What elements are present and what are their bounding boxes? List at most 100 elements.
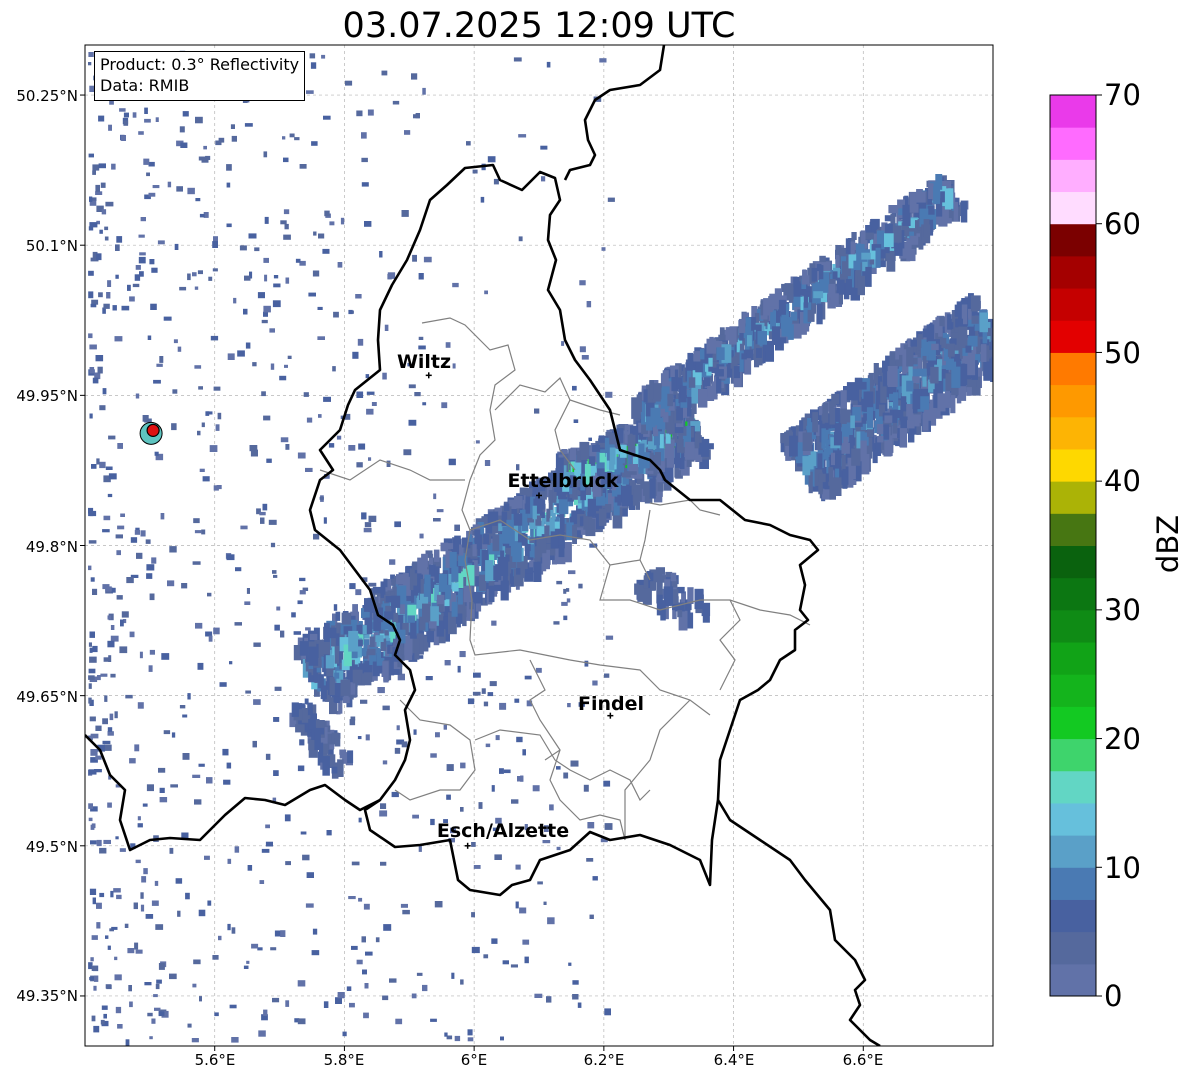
echo-cell [830,293,839,306]
echo-cell [860,230,868,249]
echo-cell [401,210,409,217]
echo-cell [357,736,362,740]
echo-cell [355,294,362,299]
echo-cell [906,198,912,207]
echo-cell [855,378,863,385]
echo-cell [355,637,363,658]
echo-cell [563,615,568,621]
echo-cell [90,806,98,812]
echo-cell [106,292,111,299]
echo-cell [643,575,649,589]
echo-cell [640,452,650,469]
echo-cell [988,349,993,357]
echo-cell [572,385,577,391]
echo-cell [702,603,710,623]
echo-cell [102,307,106,314]
echo-cell [425,560,431,571]
lon-tick-label: 5.8°E [323,1051,365,1069]
echo-cell [831,452,836,466]
colorbar-segment [1050,513,1096,546]
echo-cell [135,859,141,864]
echo-cell [197,270,203,275]
echo-cell [99,892,105,898]
echo-cell [95,184,100,192]
echo-cell [212,268,218,272]
echo-cell [146,784,154,792]
echo-cell [586,858,594,862]
echo-cell [335,611,341,621]
echo-cell [831,393,840,405]
echo-cell [350,680,356,695]
echo-cell [102,529,110,533]
admin-line [549,749,626,841]
echo-cell [576,450,581,467]
echo-cell [280,630,285,638]
echo-cell [91,464,97,469]
echo-cell [855,244,865,262]
echo-cell [887,366,898,387]
echo-cell [873,233,878,248]
echo-cell [466,565,475,586]
echo-cell [130,574,139,578]
echo-cell [445,342,451,348]
echo-cell [787,324,794,340]
echo-cell [472,544,477,557]
echo-cell [130,843,136,850]
echo-cell [256,508,261,515]
echo-cell [808,471,813,494]
echo-cell [478,802,483,809]
echo-cell [144,118,151,123]
echo-cell [104,226,109,231]
echo-cell [248,233,257,239]
colorbar-segment [1050,288,1096,321]
echo-cell [210,335,219,341]
echo-cell [627,451,633,472]
echo-cell [440,542,449,552]
echo-cell [208,276,213,281]
echo-cell [823,272,830,285]
echo-cell [109,713,114,721]
echo-cell [510,964,518,968]
echo-cell [729,326,737,345]
echo-cell [173,339,178,344]
echo-cell [573,419,579,423]
echo-cell [572,980,579,985]
echo-cell [323,517,327,524]
echo-cell [839,247,848,257]
echo-cell [192,561,201,565]
echo-cell [710,362,717,374]
echo-cell [694,438,699,461]
echo-cell [274,930,282,937]
echo-cell [212,955,219,960]
echo-cell [743,349,754,360]
echo-cell [422,87,426,95]
echo-cell [297,600,303,605]
echo-cell [923,403,933,421]
echo-cell [935,329,943,350]
echo-cell [869,221,877,240]
echo-cell [840,390,847,407]
echo-cell [138,256,146,264]
admin-line [719,599,741,691]
echo-cell [382,661,388,677]
echo-cell [433,493,437,500]
echo-cell [583,515,589,530]
echo-cell [114,711,118,719]
echo-cell [828,283,836,298]
echo-cell [721,344,732,363]
echo-cell [97,366,103,374]
echo-cell [299,164,307,169]
echo-cell [361,608,370,619]
echo-cell [331,766,338,774]
echo-cell [144,107,148,114]
echo-cell [96,839,102,847]
echo-cell [441,589,446,601]
echo-cell [282,136,286,140]
echo-cell [95,355,104,362]
echo-cell [502,527,509,537]
echo-cell [589,446,597,463]
echo-cell [768,297,776,307]
echo-cell [1002,339,1007,360]
echo-cell [137,702,144,709]
echo-cell [357,639,363,647]
